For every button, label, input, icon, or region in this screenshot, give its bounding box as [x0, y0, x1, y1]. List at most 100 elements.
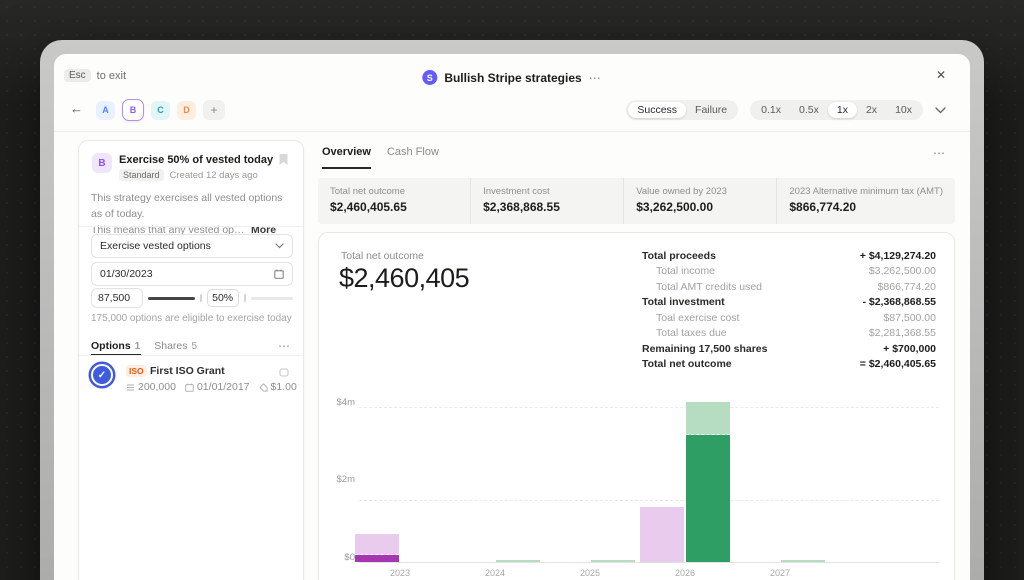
breakdown-row: Total proceeds + $4,129,274.20 [642, 248, 936, 264]
chart-bar-segment[interactable] [686, 435, 730, 562]
outcome-card: Total net outcome $2,460,405 Total proce… [318, 232, 955, 580]
breakdown-label: Remaining 17,500 shares [642, 342, 768, 355]
tab-overview[interactable]: Overview [322, 146, 371, 169]
multiplier-toggle: 0.1x 0.5x 1x 2x 10x [750, 100, 923, 120]
calendar-icon [185, 383, 194, 392]
slider-track-empty[interactable] [250, 296, 293, 300]
scenario-avatar: B [92, 153, 112, 173]
action-select[interactable]: Exercise vested options [91, 234, 293, 258]
tab-options[interactable]: Options 1 [91, 340, 140, 352]
breakdown-row: Total taxes due $2,281,368.55 [642, 326, 936, 342]
main-overflow-menu-icon[interactable]: ⋯ [933, 146, 946, 160]
stat-label: Value owned by 2023 [636, 186, 727, 197]
breakdown-label: Total AMT credits used [656, 280, 763, 293]
chart-bar-segment[interactable] [781, 560, 825, 562]
scenario-tab-b[interactable]: B [122, 99, 144, 121]
company-logo-icon: S [422, 70, 438, 85]
chevron-down-icon[interactable] [935, 106, 946, 114]
breakdown-row: Total investment - $2,368,868.55 [642, 295, 936, 311]
strategy-description: This strategy exercises all vested optio… [91, 191, 293, 238]
percent-slider-thumb[interactable]: 50% [206, 289, 239, 307]
toolbar-toggles: Success Failure 0.1x 0.5x 1x 2x 10x [626, 100, 946, 120]
chart-bar-segment[interactable] [496, 560, 540, 562]
chart-x-tick-label: 2023 [389, 568, 411, 578]
slider-grip-right[interactable] [243, 294, 246, 302]
app-screen: Esc to exit S Bullish Stripe strategies … [54, 54, 970, 580]
slider-track-filled[interactable] [148, 296, 195, 300]
stat-value: $3,262,500.00 [636, 200, 713, 214]
tab-shares-label: Shares [154, 340, 188, 352]
exercise-quantity-slider-row: 87,500 50% [91, 288, 293, 308]
main-tabs: Overview Cash Flow [322, 146, 439, 169]
chart-bar-segment[interactable] [640, 507, 684, 562]
summary-big-value: $2,460,405 [339, 263, 470, 293]
breakdown-table: Total proceeds + $4,129,274.20 Total incom… [642, 248, 936, 372]
strategy-title: Exercise 50% of vested today [119, 154, 274, 166]
holdings-tabs: Options 1 Shares 5 ⋯ [91, 337, 291, 355]
summary-label: Total net outcome [341, 250, 424, 262]
title-overflow-menu-icon[interactable]: ⋯ [588, 70, 602, 85]
holdings-overflow-menu-icon[interactable]: ⋯ [278, 339, 291, 353]
grant-selected-check-icon[interactable]: ✓ [91, 364, 113, 386]
chart-x-tick-label: 2026 [674, 568, 696, 578]
bookmark-icon[interactable] [278, 153, 289, 171]
scenario-tab-c[interactable]: C [151, 100, 170, 120]
esc-hint-label: to exit [96, 69, 127, 82]
exercise-date-value: 01/30/2023 [100, 268, 153, 280]
divider [79, 226, 303, 227]
breakdown-row: Toal exercise cost $87,500.00 [642, 310, 936, 326]
breakdown-value: $87,500.00 [883, 311, 936, 324]
breakdown-value: $3,262,500.00 [868, 265, 936, 278]
multiplier-toggle-option-0.1x[interactable]: 0.1x [761, 104, 782, 116]
window-title-group: S Bullish Stripe strategies ⋯ [422, 70, 601, 85]
multiplier-toggle-option-1x[interactable]: 1x [827, 102, 857, 118]
outcome-toggle-option-success[interactable]: Success [628, 102, 687, 118]
chart-bar-segment[interactable] [355, 534, 399, 555]
stat-cell: 2023 Alternative minimum tax (AMT) $866,7… [776, 178, 955, 224]
chart-bar-segment[interactable] [355, 555, 399, 562]
esc-key-badge: Esc [64, 69, 91, 82]
grant-date: 01/01/2017 [185, 381, 250, 393]
page-title: Bullish Stripe strategies [444, 70, 582, 85]
breakdown-label: Total investment [642, 296, 725, 309]
chart-gridline [359, 406, 939, 408]
add-scenario-button[interactable]: + [203, 100, 225, 120]
multiplier-toggle-option-0.5x[interactable]: 0.5x [799, 104, 819, 116]
stat-cell: Value owned by 2023 $3,262,500.00 [623, 178, 776, 224]
chart-gridline [359, 499, 939, 501]
chart-y-tick-label: $2m [336, 474, 355, 486]
chart-bar-segment[interactable] [591, 560, 635, 562]
chart-bar-segment[interactable] [686, 401, 730, 436]
stat-cell: Investment cost $2,368,868.55 [470, 178, 623, 224]
tab-cash-flow[interactable]: Cash Flow [386, 146, 439, 158]
multiplier-toggle-option-10x[interactable]: 10x [895, 104, 912, 116]
stat-value: $866,774.20 [789, 200, 857, 214]
breakdown-label: Total proceeds [642, 249, 716, 262]
stat-label: Total net outcome [330, 186, 405, 197]
strategy-subtitle: Standard Created 12 days ago [119, 169, 258, 181]
grant-quantity: 200,000 [126, 381, 176, 393]
stat-cell: Total net outcome $2,460,405.65 [318, 178, 470, 224]
close-icon[interactable]: ✕ [935, 68, 946, 82]
back-arrow-icon[interactable]: ← [70, 101, 83, 116]
stat-label: Investment cost [483, 186, 550, 197]
chevron-down-icon [275, 243, 284, 249]
description-line1: This strategy exercises all vested optio… [91, 192, 283, 220]
breakdown-value: + $700,000 [883, 342, 936, 355]
shares-stack-icon [127, 383, 134, 391]
tab-shares[interactable]: Shares 5 [154, 340, 197, 352]
grant-type-badge: ISO [126, 365, 147, 377]
slider-grip-left[interactable] [199, 294, 202, 302]
grant-note-icon[interactable] [279, 365, 289, 383]
quantity-input[interactable]: 87,500 [91, 288, 143, 308]
chart-y-tick-label: $4m [336, 396, 355, 408]
toolbar-divider [54, 131, 970, 132]
scenario-tab-a[interactable]: A [96, 100, 115, 120]
multiplier-toggle-option-2x[interactable]: 2x [865, 104, 878, 116]
exercise-date-field[interactable]: 01/30/2023 [91, 262, 293, 286]
breakdown-value: $2,281,368.55 [868, 327, 936, 340]
app-window: Esc to exit S Bullish Stripe strategies … [40, 40, 984, 580]
stat-label: 2023 Alternative minimum tax (AMT) [789, 186, 944, 197]
outcome-toggle-option-failure[interactable]: Failure [695, 104, 728, 116]
scenario-tab-d[interactable]: D [177, 100, 196, 120]
